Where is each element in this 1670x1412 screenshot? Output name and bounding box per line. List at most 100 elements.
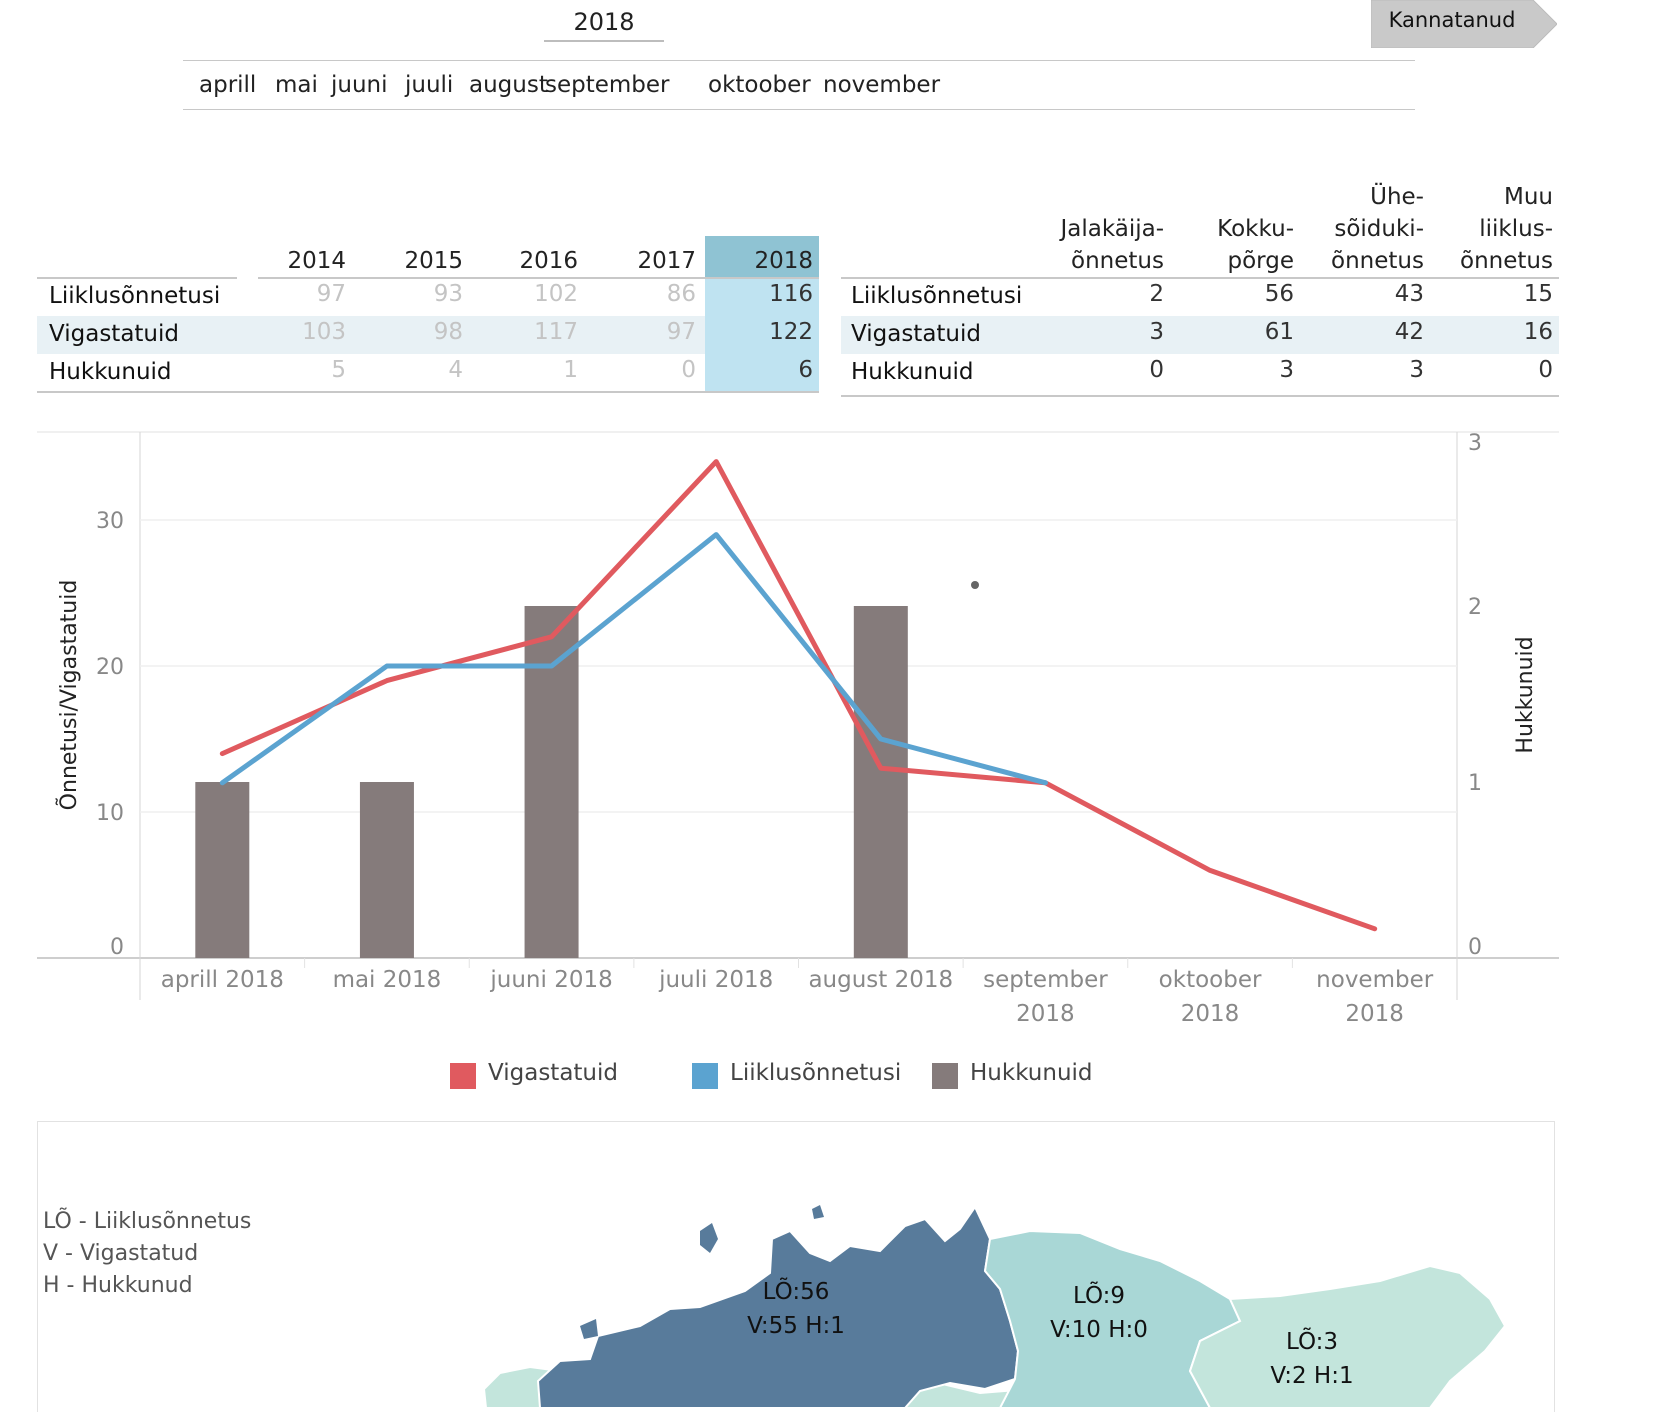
month-filter: aprill mai juuni juuli august september oktoob… — [183, 60, 1415, 110]
map-island — [700, 1223, 718, 1253]
line-liiklusõnnetusi — [219, 532, 1048, 786]
type-table-row-band — [841, 316, 1559, 354]
y2-tick-label: 3 — [1468, 431, 1482, 456]
year-table-header-2016[interactable]: 2016 — [519, 248, 578, 274]
map-region-laane-viru-line1: LÕ:9 — [1073, 1280, 1125, 1309]
map-region-ida-viru — [1188, 1264, 1507, 1408]
line-vigastatuid — [219, 459, 1378, 932]
year-table-bottom-rule — [37, 391, 819, 393]
year-table-row-label: Liiklusõnnetusi — [49, 283, 221, 309]
map-panel — [37, 1121, 1555, 1412]
year-table-header-2018[interactable]: 2018 — [754, 248, 813, 274]
y-tick-label: 30 — [96, 509, 124, 534]
map-region-ida-viru-line2: V:2 H:1 — [1270, 1363, 1353, 1389]
type-table-header-line[interactable]: sõiduki- — [1334, 216, 1424, 242]
year-table-header-2014[interactable]: 2014 — [287, 248, 346, 274]
y-tick-label: 0 — [110, 935, 124, 960]
year-table-header-2015[interactable]: 2015 — [404, 248, 463, 274]
y-axis-title: Õnnetusi/Vigastatuid — [55, 580, 82, 811]
type-table-cell: 3 — [1409, 357, 1424, 383]
type-table-header-line[interactable]: põrge — [1227, 248, 1294, 274]
legend-label[interactable]: Liiklusõnnetusi — [730, 1060, 902, 1086]
type-table-header-line[interactable]: Ühe- — [1370, 184, 1424, 210]
x-tick-label: mai 2018 — [333, 967, 442, 993]
type-table-row-label: Liiklusõnnetusi — [851, 283, 1023, 309]
type-table-header-line[interactable]: liiklus- — [1479, 216, 1553, 242]
type-table-header-line[interactable]: õnnetus — [1331, 248, 1424, 274]
month-juuli[interactable]: juuli — [405, 72, 454, 98]
chart-legend: Vigastatuid Liiklusõnnetusi Hukkunuid — [0, 1060, 1670, 1100]
year-table-row-band — [37, 316, 819, 354]
legend-swatch — [450, 1063, 476, 1089]
bar-hukkunuid — [524, 606, 579, 958]
type-table-header-line[interactable]: õnnetus — [1071, 248, 1164, 274]
legend-swatch — [932, 1063, 958, 1089]
x-tick-label: juuni 2018 — [489, 967, 612, 993]
chart-annotation-dot — [971, 581, 979, 589]
month-juuni[interactable]: juuni — [331, 72, 388, 98]
year-table-highlight-header — [705, 236, 819, 278]
type-table-cell: 61 — [1264, 319, 1294, 345]
legend-label[interactable]: Hukkunuid — [970, 1060, 1093, 1086]
y-tick-label: 20 — [96, 655, 124, 680]
type-table-bottom-rule — [841, 395, 1559, 397]
x-tick-label: september — [983, 967, 1108, 993]
map-legend-v: V - Vigastatud — [43, 1241, 199, 1266]
type-table-cell: 2 — [1149, 281, 1164, 307]
month-mai[interactable]: mai — [275, 72, 318, 98]
year-table-header-2017[interactable]: 2017 — [637, 248, 696, 274]
y2-axis-title: Hukkunuid — [1513, 636, 1538, 753]
month-november[interactable]: november — [823, 72, 941, 98]
y2-tick-label: 2 — [1468, 595, 1482, 620]
kannatanud-button[interactable]: Kannatanud — [1388, 8, 1516, 32]
month-aprill[interactable]: aprill — [199, 72, 257, 98]
monthly-chart: 0 10 20 30 0 1 2 3 Õnnetusi/Vigastatuid Hukkunuid… — [37, 431, 1559, 1027]
legend-swatch — [692, 1063, 718, 1089]
year-table-cell: 103 — [302, 319, 346, 345]
type-table-cell: 3 — [1279, 357, 1294, 383]
type-table-row-label: Vigastatuid — [851, 321, 981, 347]
month-oktoober[interactable]: oktoober — [708, 72, 811, 98]
type-table-header-rule — [841, 277, 1559, 279]
year-table-row-label: Vigastatuid — [49, 321, 179, 347]
year-table-cell: 97 — [316, 281, 346, 307]
year-table-cell: 5 — [331, 357, 346, 383]
type-table-row-label: Hukkunuid — [851, 359, 974, 385]
month-september[interactable]: september — [545, 72, 670, 98]
legend-label[interactable]: Vigastatuid — [488, 1060, 618, 1086]
year-table-cell: 116 — [769, 281, 813, 307]
year-table-cell: 122 — [769, 319, 813, 345]
map-region-harju — [536, 1204, 1020, 1408]
type-table-header-line[interactable]: Kokku- — [1217, 216, 1294, 242]
year-table-header-rule — [37, 277, 237, 279]
map-legend-h: H - Hukkunud — [43, 1273, 193, 1298]
map-region-harju-line1: LÕ:56 — [763, 1276, 830, 1305]
kannatanud-button-shape[interactable] — [1371, 0, 1557, 48]
month-august[interactable]: august — [469, 72, 548, 98]
year-table-cell: 102 — [534, 281, 578, 307]
year-table-row-label: Hukkunuid — [49, 359, 172, 385]
type-table-cell: 0 — [1149, 357, 1164, 383]
year-table-cell: 93 — [433, 281, 463, 307]
x-tick-label: august 2018 — [808, 967, 953, 993]
bar-hukkunuid — [853, 606, 908, 958]
year-table-cell: 4 — [448, 357, 463, 383]
type-table-cell: 15 — [1523, 281, 1553, 307]
map-region-harju-line2: V:55 H:1 — [747, 1313, 845, 1339]
x-tick-label: oktoober — [1159, 967, 1262, 993]
type-table-header-line[interactable]: Muu — [1504, 184, 1553, 210]
type-table-header-line[interactable]: õnnetus — [1460, 248, 1553, 274]
type-table-cell: 42 — [1394, 319, 1424, 345]
year-selector[interactable]: 2018 — [544, 4, 664, 42]
bar-hukkunuid — [359, 782, 414, 958]
y2-tick-label: 0 — [1468, 935, 1482, 960]
type-table-header-line[interactable]: Jalakäija- — [1060, 216, 1164, 242]
type-table-cell: 56 — [1264, 281, 1294, 307]
map-island — [580, 1319, 598, 1339]
x-tick-label: november — [1316, 967, 1434, 993]
x-tick-label: 2018 — [1181, 1001, 1240, 1027]
year-table-cell: 86 — [666, 281, 696, 307]
y2-tick-label: 1 — [1468, 771, 1482, 796]
bar-hukkunuid — [195, 782, 250, 958]
year-table-cell: 1 — [563, 357, 578, 383]
